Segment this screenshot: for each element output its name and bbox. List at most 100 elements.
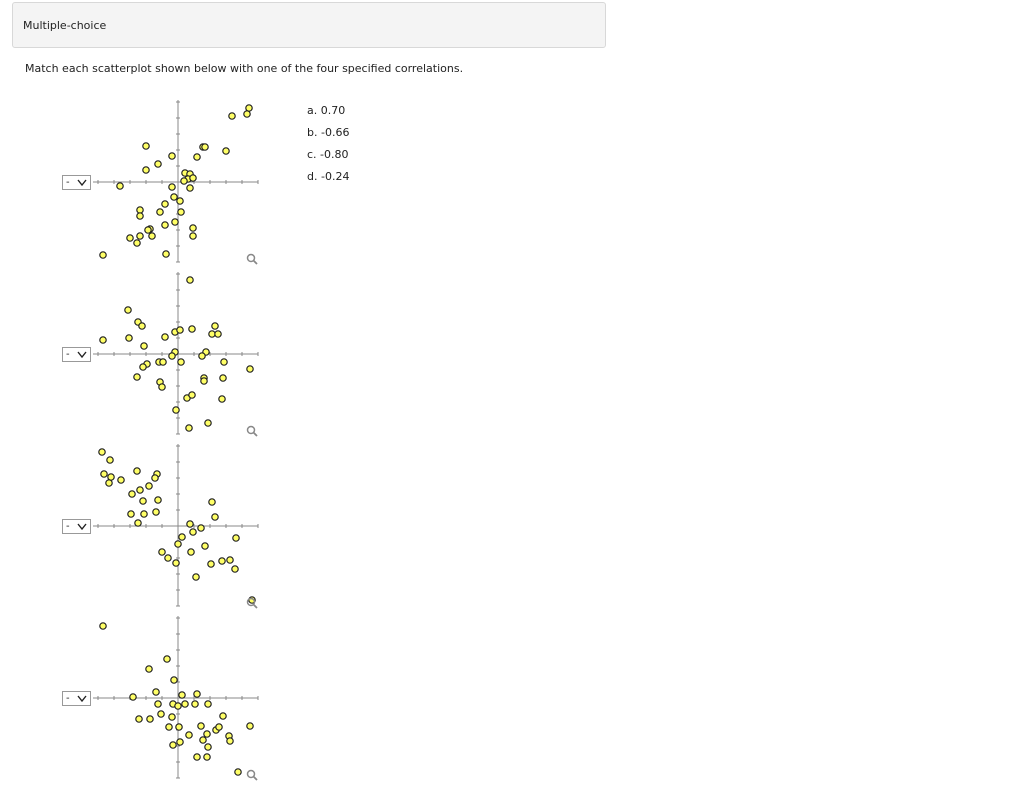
scatter-point [193,153,201,161]
scatter-point [218,395,226,403]
dropdown-arrow [77,695,87,702]
scatter-point [99,622,107,630]
scatter-point [158,383,166,391]
scatter-point [234,768,242,776]
scatter-point [243,110,251,118]
scatter-point [188,391,196,399]
option: c. -0.80 [307,148,349,161]
scatter-point [211,513,219,521]
scatter-point [219,712,227,720]
scatter-point [186,184,194,192]
scatter-point [204,419,212,427]
scatter-point [174,702,182,710]
scatter-point [133,373,141,381]
scatter-point [222,147,230,155]
scatter-point [144,226,152,234]
scatter-point [198,352,206,360]
dropdown-arrow [77,179,87,186]
scatter-point [189,224,197,232]
scatter-point [140,510,148,518]
scatter-point [232,534,240,542]
scatter-point [151,474,159,482]
scatter-point [228,112,236,120]
scatter-point [175,723,183,731]
scatter-point [246,365,254,373]
scatter-point [185,731,193,739]
scatter-point [197,524,205,532]
scatter-point [148,232,156,240]
zoom-icon[interactable] [246,769,258,781]
scatter-point [124,306,132,314]
zoom-icon[interactable] [246,597,258,609]
question-header: Multiple-choice [12,2,606,48]
correlation-select[interactable]: - [62,175,91,190]
scatter-point [180,177,188,185]
scatter-point [189,528,197,536]
scatter-point [157,710,165,718]
option: d. -0.24 [307,170,350,183]
scatter-point [145,482,153,490]
scatter-point [177,208,185,216]
scatter-point [200,377,208,385]
scatter-point [134,519,142,527]
scatter-point [127,510,135,518]
scatter-point [117,476,125,484]
scatter-point [136,212,144,220]
scatter-point [129,693,137,701]
scatter-point [189,232,197,240]
scatter-point [188,325,196,333]
scatter-point [181,700,189,708]
scatter-point [98,448,106,456]
scatter-point [208,498,216,506]
scatter-point [158,548,166,556]
scatter-point [152,508,160,516]
scatter-point [165,723,173,731]
scatter-point [142,142,150,150]
scatter-point [207,560,215,568]
scatter-point [164,554,172,562]
scatter-point [105,479,113,487]
scatter-point [136,232,144,240]
scatter-point [201,542,209,550]
header-title: Multiple-choice [23,19,107,32]
scatter-point [169,741,177,749]
scatter-point [168,183,176,191]
scatter-point [197,722,205,730]
scatter-point [116,182,124,190]
scatter-point [146,715,154,723]
correlation-select[interactable]: - [62,519,91,534]
instruction: Match each scatterplot shown below with … [25,62,464,75]
scatter-point [159,358,167,366]
scatter-point [171,218,179,226]
scatter-point [138,322,146,330]
scatter-point [139,363,147,371]
scatter-point [142,166,150,174]
correlation-select[interactable]: - [62,691,91,706]
scatter-point [219,374,227,382]
scatter-point [174,540,182,548]
scatter-point [203,753,211,761]
scatter-point [168,352,176,360]
scatter-point [172,559,180,567]
scatter-point [199,736,207,744]
scatter-point [178,691,186,699]
select-value: - [66,177,70,188]
scatter-point [161,200,169,208]
scatter-point [99,251,107,259]
scatter-point [193,753,201,761]
zoom-icon[interactable] [246,425,258,437]
scatter-point [161,221,169,229]
scatter-point [211,322,219,330]
scatter-point [220,358,228,366]
select-value: - [66,521,70,532]
scatter-point [125,334,133,342]
scatter-point [178,533,186,541]
scatter-point [156,208,164,216]
zoom-icon[interactable] [246,253,258,265]
scatter-point [246,722,254,730]
scatter-point [170,676,178,684]
scatter-point [140,342,148,350]
scatter-point [191,700,199,708]
correlation-select[interactable]: - [62,347,91,362]
